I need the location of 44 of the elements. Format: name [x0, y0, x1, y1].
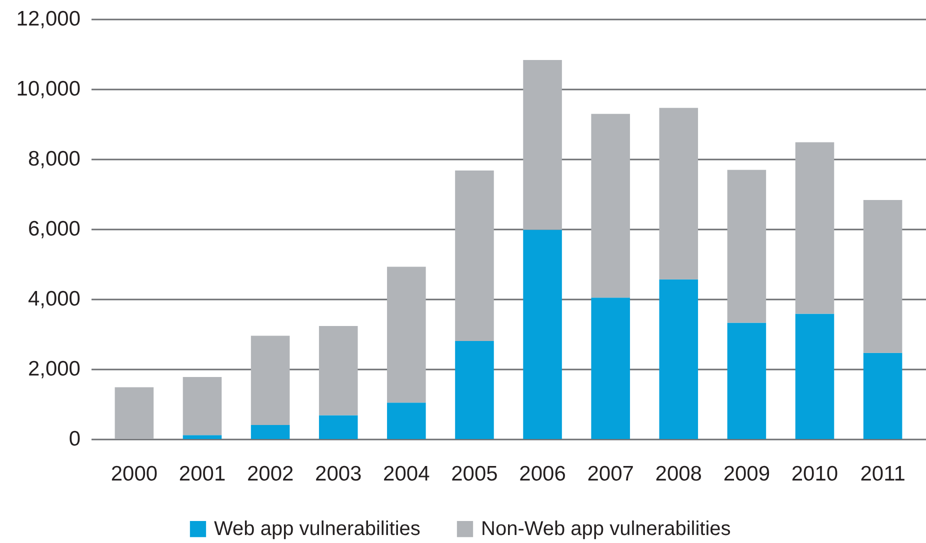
bar [250, 425, 290, 439]
x-tick-label: 2006 [519, 462, 566, 486]
x-tick-label: 2003 [315, 462, 362, 486]
x-tick-label: 2000 [110, 462, 158, 486]
y-tick-label: 8,000 [28, 148, 80, 170]
bar [114, 387, 154, 439]
y-tick-label: 2,000 [28, 358, 80, 380]
y-tick-label: 6,000 [28, 218, 80, 240]
bar [863, 352, 902, 439]
bar [182, 435, 222, 439]
x-tick-label: 2002 [246, 462, 294, 486]
bar [455, 170, 494, 341]
bar [523, 60, 562, 230]
bar [318, 326, 358, 416]
x-tick-label: 2010 [791, 462, 838, 486]
bar [387, 402, 426, 439]
y-tick-label: 0 [68, 428, 80, 450]
bar [523, 230, 562, 439]
bar [659, 279, 698, 439]
y-tick-label: 4,000 [28, 288, 80, 310]
x-tick-label: 2008 [655, 462, 702, 486]
bar [250, 336, 290, 425]
bar [795, 142, 834, 314]
legend-label: Web app vulnerabilities [214, 518, 420, 540]
bar [455, 341, 494, 439]
x-tick-label: 2011 [860, 462, 906, 486]
bar [387, 266, 426, 403]
y-tick-label: 12,000 [16, 8, 80, 30]
bar [727, 322, 766, 439]
x-tick-label: 2005 [451, 462, 498, 486]
bar [591, 298, 630, 439]
bar [659, 108, 698, 280]
x-tick-label: 2001 [178, 462, 226, 486]
legend-label: Non-Web app vulnerabilities [481, 518, 731, 540]
bar [795, 314, 834, 439]
y-tick-label: 10,000 [16, 78, 80, 100]
bar [591, 114, 630, 298]
bar [182, 377, 222, 436]
x-tick-label: 2009 [723, 462, 770, 486]
bar [863, 200, 902, 353]
bar [318, 415, 358, 439]
x-tick-label: 2004 [383, 462, 430, 486]
x-tick-label: 2007 [587, 462, 634, 486]
bar [727, 170, 766, 323]
